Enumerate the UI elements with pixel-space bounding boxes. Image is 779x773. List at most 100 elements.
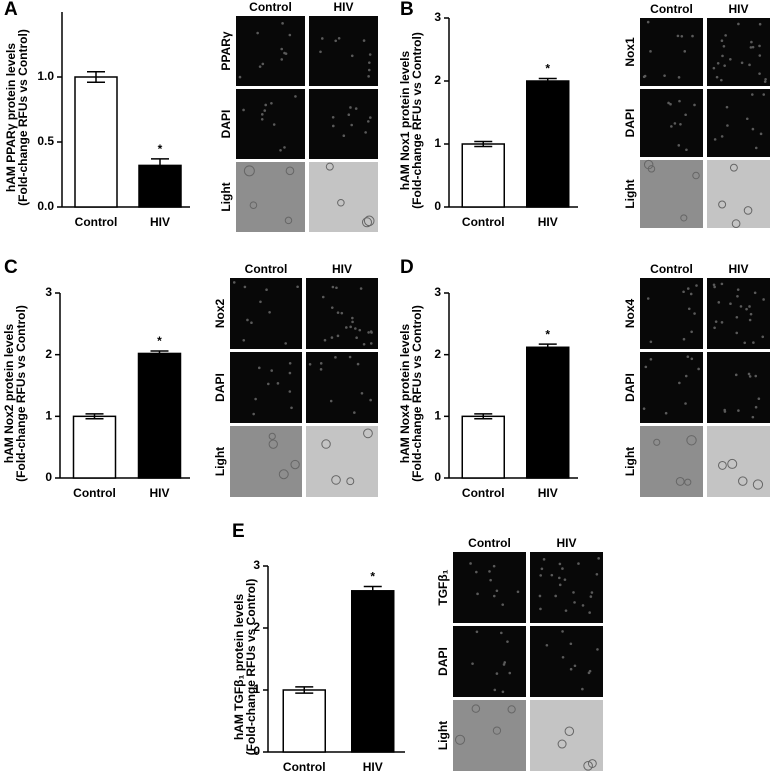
x-tick-label: HIV (149, 486, 169, 500)
cell-spot (362, 39, 366, 42)
cell-spot (558, 583, 562, 587)
cell-spot (718, 200, 727, 209)
y-tick-label: 1.0 (37, 69, 54, 83)
error-bar (151, 158, 169, 173)
cell-spot (753, 291, 757, 295)
cell-spot (759, 132, 763, 136)
cell-spot (284, 216, 293, 225)
cell-spot (367, 331, 370, 334)
error-bar (363, 585, 382, 596)
cell-spot (720, 135, 724, 138)
y-tick-label: 3 (45, 285, 52, 299)
cell-spot (351, 320, 354, 324)
cell-spot (321, 295, 325, 299)
cell-spot (649, 340, 653, 344)
image-row-label: Nox4 (623, 299, 637, 329)
cell-spot (678, 99, 681, 103)
cell-spot (748, 375, 752, 378)
cell-spot (346, 477, 355, 486)
cell-spot (266, 382, 270, 386)
cell-spot (729, 302, 732, 306)
cell-spot (558, 576, 561, 580)
y-tick-label: 0 (253, 744, 260, 758)
cell-spot (495, 672, 499, 675)
cell-spot (754, 405, 758, 409)
x-tick-label: Control (75, 215, 118, 229)
error-bar (295, 686, 314, 694)
cell-spot (577, 562, 580, 565)
cell-spot (369, 330, 373, 333)
cell-spot (557, 739, 567, 749)
micrograph (309, 162, 378, 232)
cell-spot (687, 307, 691, 311)
micrograph (236, 162, 305, 232)
image-column-label: Control (650, 2, 693, 16)
cell-spot (348, 355, 352, 359)
cell-spot (455, 734, 466, 745)
cell-spot (330, 336, 334, 339)
panel-letter: D (400, 257, 414, 278)
image-column-label: HIV (332, 262, 352, 276)
micrograph (236, 89, 305, 159)
cell-spot (581, 604, 585, 607)
annotation: * (370, 570, 375, 584)
cell-spot (507, 705, 516, 714)
cell-spot (337, 36, 341, 40)
cell-spot (642, 407, 646, 410)
cell-spot (539, 607, 542, 611)
cell-spot (493, 688, 497, 692)
micrograph (640, 426, 703, 497)
error-bar (474, 413, 493, 420)
cell-spot (340, 311, 344, 315)
cell-spot (362, 342, 366, 346)
y-axis-label: (Fold-change RFUs vs Control) (244, 579, 258, 756)
cell-spot (336, 334, 340, 338)
cell-spot (506, 640, 509, 643)
cell-spot (238, 75, 242, 79)
cell-spot (684, 402, 687, 405)
cell-spot (677, 144, 681, 147)
cell-spot (363, 428, 373, 439)
cell-spot (653, 438, 661, 446)
cell-spot (740, 61, 744, 65)
cell-spot (249, 201, 258, 209)
cell-spot (670, 125, 673, 128)
cell-spot (720, 321, 724, 324)
y-tick-label: 3 (434, 10, 441, 24)
cell-spot (335, 286, 338, 290)
image-row-label: DAPI (436, 647, 450, 676)
cell-spot (369, 116, 372, 119)
y-tick-label: 0 (434, 199, 441, 213)
cell-spot (713, 138, 717, 141)
y-tick-label: 1 (434, 136, 441, 150)
x-tick-label: Control (283, 760, 326, 773)
cell-spot (554, 594, 557, 598)
bar (526, 346, 570, 479)
cell-spot (737, 409, 740, 412)
cell-spot (597, 557, 600, 560)
cell-spot (489, 578, 492, 582)
cell-spot (663, 74, 666, 77)
cell-spot (360, 391, 364, 395)
cell-spot (475, 630, 479, 634)
cell-spot (761, 335, 765, 339)
cell-spot (695, 284, 698, 287)
panel-letter: E (232, 521, 245, 542)
cell-spot (337, 198, 345, 207)
cell-spot (296, 285, 299, 289)
x-tick-label: Control (73, 486, 116, 500)
y-tick-label: 2 (45, 347, 52, 361)
cell-spot (488, 570, 491, 573)
x-tick-label: HIV (150, 215, 170, 229)
cell-spot (319, 368, 323, 371)
cell-spot (351, 316, 354, 320)
cell-spot (749, 312, 753, 316)
cell-spot (276, 382, 280, 385)
cell-spot (595, 573, 599, 576)
cell-spot (748, 305, 751, 308)
cell-spot (232, 281, 236, 284)
cell-spot (334, 39, 338, 43)
image-column-label: HIV (728, 2, 748, 16)
cell-spot (583, 761, 593, 771)
